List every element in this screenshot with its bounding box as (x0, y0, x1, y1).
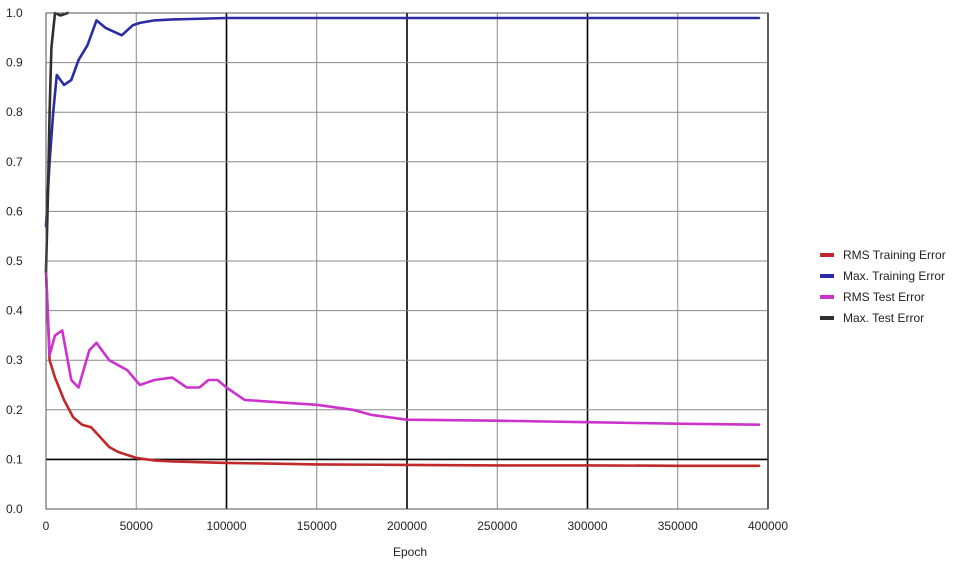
legend-label: Max. Test Error (843, 310, 925, 325)
legend: RMS Training Error Max. Training Error RMS… (820, 244, 946, 328)
y-tick-labels: 0.0 0.1 0.2 0.3 0.4 0.5 0.6 0.7 0.8 0.9 1.0 (6, 6, 23, 516)
legend-swatch (820, 252, 834, 257)
legend-swatch (820, 294, 834, 299)
legend-item: RMS Training Error (820, 244, 946, 265)
y-tick-label: 0.6 (6, 204, 23, 218)
y-tick-label: 0.2 (6, 403, 23, 417)
x-tick-label: 350000 (658, 519, 698, 533)
legend-item: Max. Training Error (820, 265, 946, 286)
legend-swatch (820, 315, 834, 320)
x-tick-label: 0 (43, 519, 50, 533)
legend-label: Max. Training Error (843, 268, 946, 283)
x-tick-label: 250000 (477, 519, 517, 533)
x-tick-label: 400000 (748, 519, 788, 533)
x-tick-labels: 0 50000 100000 150000 200000 250000 300000 3500… (43, 519, 789, 533)
x-tick-label: 200000 (387, 519, 427, 533)
plot-border (45, 12, 769, 510)
x-tick-label: 300000 (567, 519, 607, 533)
y-tick-label: 0.0 (6, 502, 23, 516)
y-tick-label: 0.3 (6, 353, 23, 367)
y-tick-label: 1.0 (6, 6, 23, 20)
legend-swatch (820, 273, 834, 278)
y-tick-label: 0.1 (6, 452, 23, 466)
y-tick-label: 0.9 (6, 56, 23, 70)
y-tick-label: 0.5 (6, 254, 23, 268)
x-axis-label: Epoch (393, 545, 427, 559)
legend-label: RMS Test Error (843, 289, 925, 304)
series-line-max-training-error (44, 16, 761, 228)
x-tick-label: 50000 (120, 519, 154, 533)
legend-item: RMS Test Error (820, 286, 946, 307)
y-tick-label: 0.7 (6, 155, 23, 169)
y-tick-label: 0.8 (6, 105, 23, 119)
x-tick-label: 150000 (297, 519, 337, 533)
series-layer (44, 11, 761, 468)
series-line-rms-test-error (44, 269, 761, 427)
plot-frame (45, 12, 769, 510)
series-line-rms-training-error (44, 269, 761, 468)
series-line-max-test-error (44, 11, 69, 273)
y-tick-label: 0.4 (6, 304, 23, 318)
legend-item: Max. Test Error (820, 307, 946, 328)
grid (45, 12, 769, 510)
x-tick-label: 100000 (206, 519, 246, 533)
legend-label: RMS Training Error (843, 247, 946, 262)
